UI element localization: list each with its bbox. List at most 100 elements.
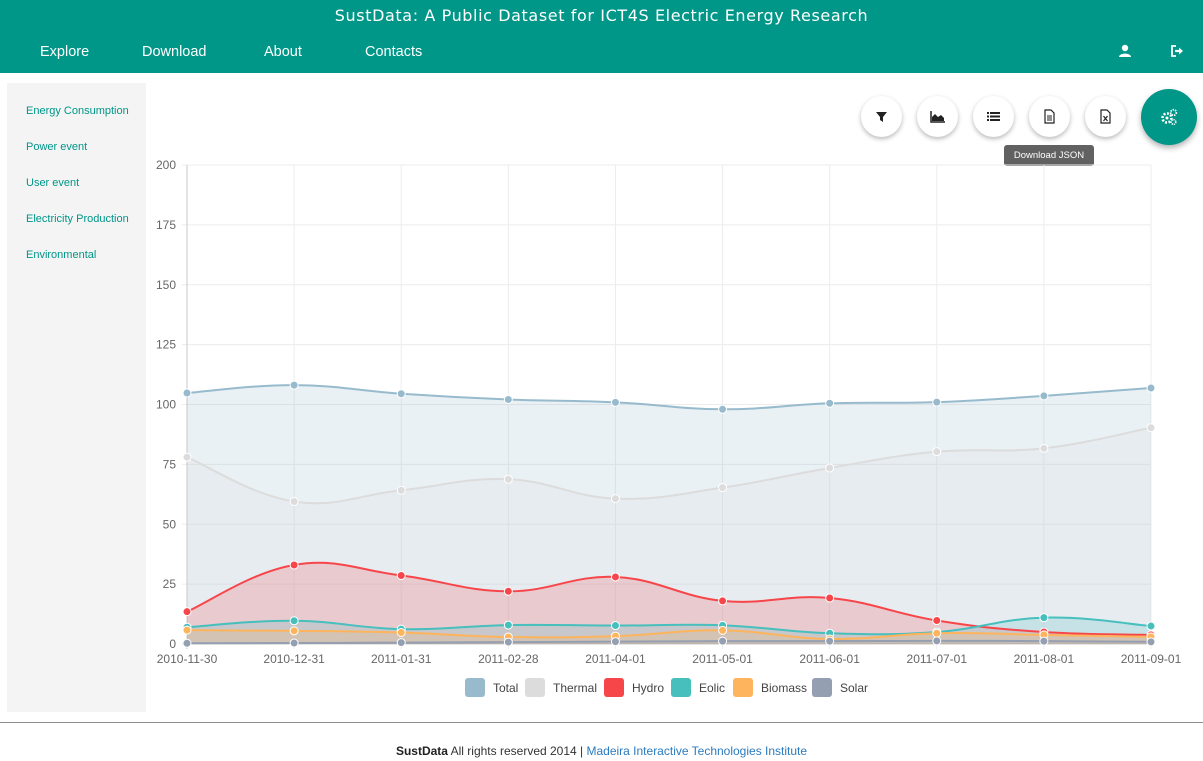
- sidebar-item-user-event[interactable]: User event: [26, 177, 79, 189]
- legend-label-solar: Solar: [840, 681, 868, 695]
- point-thermal: [1147, 424, 1155, 432]
- nav-about[interactable]: About: [264, 44, 302, 60]
- point-total: [290, 381, 298, 389]
- gears-icon: [1160, 108, 1178, 126]
- footer-divider: [0, 722, 1203, 723]
- settings-menu-button[interactable]: [1141, 89, 1197, 145]
- site-title: SustData: A Public Dataset for ICT4S Ele…: [0, 6, 1203, 25]
- user-icon[interactable]: [1118, 44, 1134, 60]
- legend-label-total: Total: [493, 681, 518, 695]
- filter-icon: [873, 108, 890, 125]
- point-thermal: [611, 495, 619, 503]
- y-tick-label: 125: [156, 338, 176, 352]
- y-tick-label: 175: [156, 218, 176, 232]
- footer: SustData All rights reserved 2014 | Made…: [0, 744, 1203, 758]
- x-tick-label: 2011-04-01: [585, 652, 646, 666]
- download-excel-button[interactable]: [1085, 96, 1126, 137]
- point-hydro: [183, 608, 191, 616]
- x-tick-label: 2011-07-01: [907, 652, 968, 666]
- point-thermal: [719, 484, 727, 492]
- legend-label-eolic: Eolic: [699, 681, 725, 695]
- point-total: [397, 390, 405, 398]
- point-solar: [933, 637, 941, 645]
- file-text-icon: [1041, 108, 1058, 125]
- y-tick-label: 200: [156, 158, 176, 172]
- point-total: [183, 389, 191, 397]
- nav-contacts[interactable]: Contacts: [365, 44, 422, 60]
- legend-swatch-thermal: [525, 678, 545, 697]
- point-total: [611, 398, 619, 406]
- y-tick-label: 100: [156, 398, 176, 412]
- point-thermal: [826, 464, 834, 472]
- point-total: [719, 405, 727, 413]
- point-thermal: [933, 448, 941, 456]
- x-tick-label: 2011-08-01: [1014, 652, 1075, 666]
- list-icon: [985, 108, 1002, 125]
- y-tick-label: 150: [156, 278, 176, 292]
- sign-out-icon[interactable]: [1170, 44, 1186, 60]
- point-solar: [611, 638, 619, 646]
- point-eolic: [504, 621, 512, 629]
- legend-swatch-solar: [812, 678, 832, 697]
- sidebar-item-energy-consumption[interactable]: Energy Consumption: [26, 105, 129, 117]
- point-hydro: [290, 561, 298, 569]
- area-chart-button[interactable]: [917, 96, 958, 137]
- y-tick-label: 50: [163, 517, 177, 531]
- legend-swatch-total: [465, 678, 485, 697]
- point-thermal: [504, 475, 512, 483]
- point-biomass: [397, 629, 405, 637]
- production-chart: 0 25 50 75 100 125 150 175 200 2010-11-30 2010-12…: [150, 150, 1195, 710]
- point-solar: [397, 639, 405, 647]
- point-total: [933, 398, 941, 406]
- sidebar-item-environmental[interactable]: Environmental: [26, 249, 96, 261]
- point-hydro: [933, 617, 941, 625]
- point-eolic: [611, 622, 619, 630]
- point-total: [826, 399, 834, 407]
- point-thermal: [397, 486, 405, 494]
- y-tick-label: 75: [163, 457, 177, 471]
- point-solar: [290, 639, 298, 647]
- y-tick-label: 25: [163, 577, 177, 591]
- point-hydro: [719, 597, 727, 605]
- area-chart-icon: [929, 108, 946, 125]
- point-biomass: [933, 629, 941, 637]
- point-hydro: [826, 594, 834, 602]
- point-total: [1147, 384, 1155, 392]
- point-thermal: [183, 453, 191, 461]
- legend-swatch-biomass: [733, 678, 753, 697]
- point-biomass: [290, 627, 298, 635]
- x-tick-label: 2011-02-28: [478, 652, 539, 666]
- x-tick-label: 2010-11-30: [157, 652, 218, 666]
- point-thermal: [1040, 444, 1048, 452]
- y-tick-label: 0: [169, 637, 176, 651]
- x-tick-label: 2011-09-01: [1121, 652, 1182, 666]
- point-solar: [719, 637, 727, 645]
- sidebar-item-power-event[interactable]: Power event: [26, 141, 87, 153]
- legend-swatch-eolic: [671, 678, 691, 697]
- list-button[interactable]: [973, 96, 1014, 137]
- sidebar: Energy Consumption Power event User even…: [7, 83, 146, 712]
- point-total: [504, 395, 512, 403]
- legend-label-biomass: Biomass: [761, 681, 807, 695]
- x-tick-label: 2010-12-31: [263, 652, 325, 666]
- legend-swatch-hydro: [604, 678, 624, 697]
- filter-button[interactable]: [861, 96, 902, 137]
- point-biomass: [719, 626, 727, 634]
- top-bar: SustData: A Public Dataset for ICT4S Ele…: [0, 0, 1203, 73]
- legend-label-thermal: Thermal: [553, 681, 597, 695]
- sidebar-item-electricity-production[interactable]: Electricity Production: [26, 213, 129, 225]
- footer-rights: All rights reserved 2014 |: [448, 744, 587, 758]
- x-tick-label: 2011-01-31: [371, 652, 432, 666]
- download-json-button[interactable]: [1029, 96, 1070, 137]
- x-tick-label: 2011-05-01: [692, 652, 753, 666]
- point-thermal: [290, 497, 298, 505]
- nav-explore[interactable]: Explore: [40, 44, 89, 60]
- point-hydro: [611, 573, 619, 581]
- point-solar: [1147, 638, 1155, 646]
- point-biomass: [183, 626, 191, 634]
- footer-brand: SustData: [396, 744, 448, 758]
- nav-download[interactable]: Download: [142, 44, 207, 60]
- footer-institute-link[interactable]: Madeira Interactive Technologies Institu…: [586, 744, 807, 758]
- point-eolic: [1147, 622, 1155, 630]
- file-excel-icon: [1097, 108, 1114, 125]
